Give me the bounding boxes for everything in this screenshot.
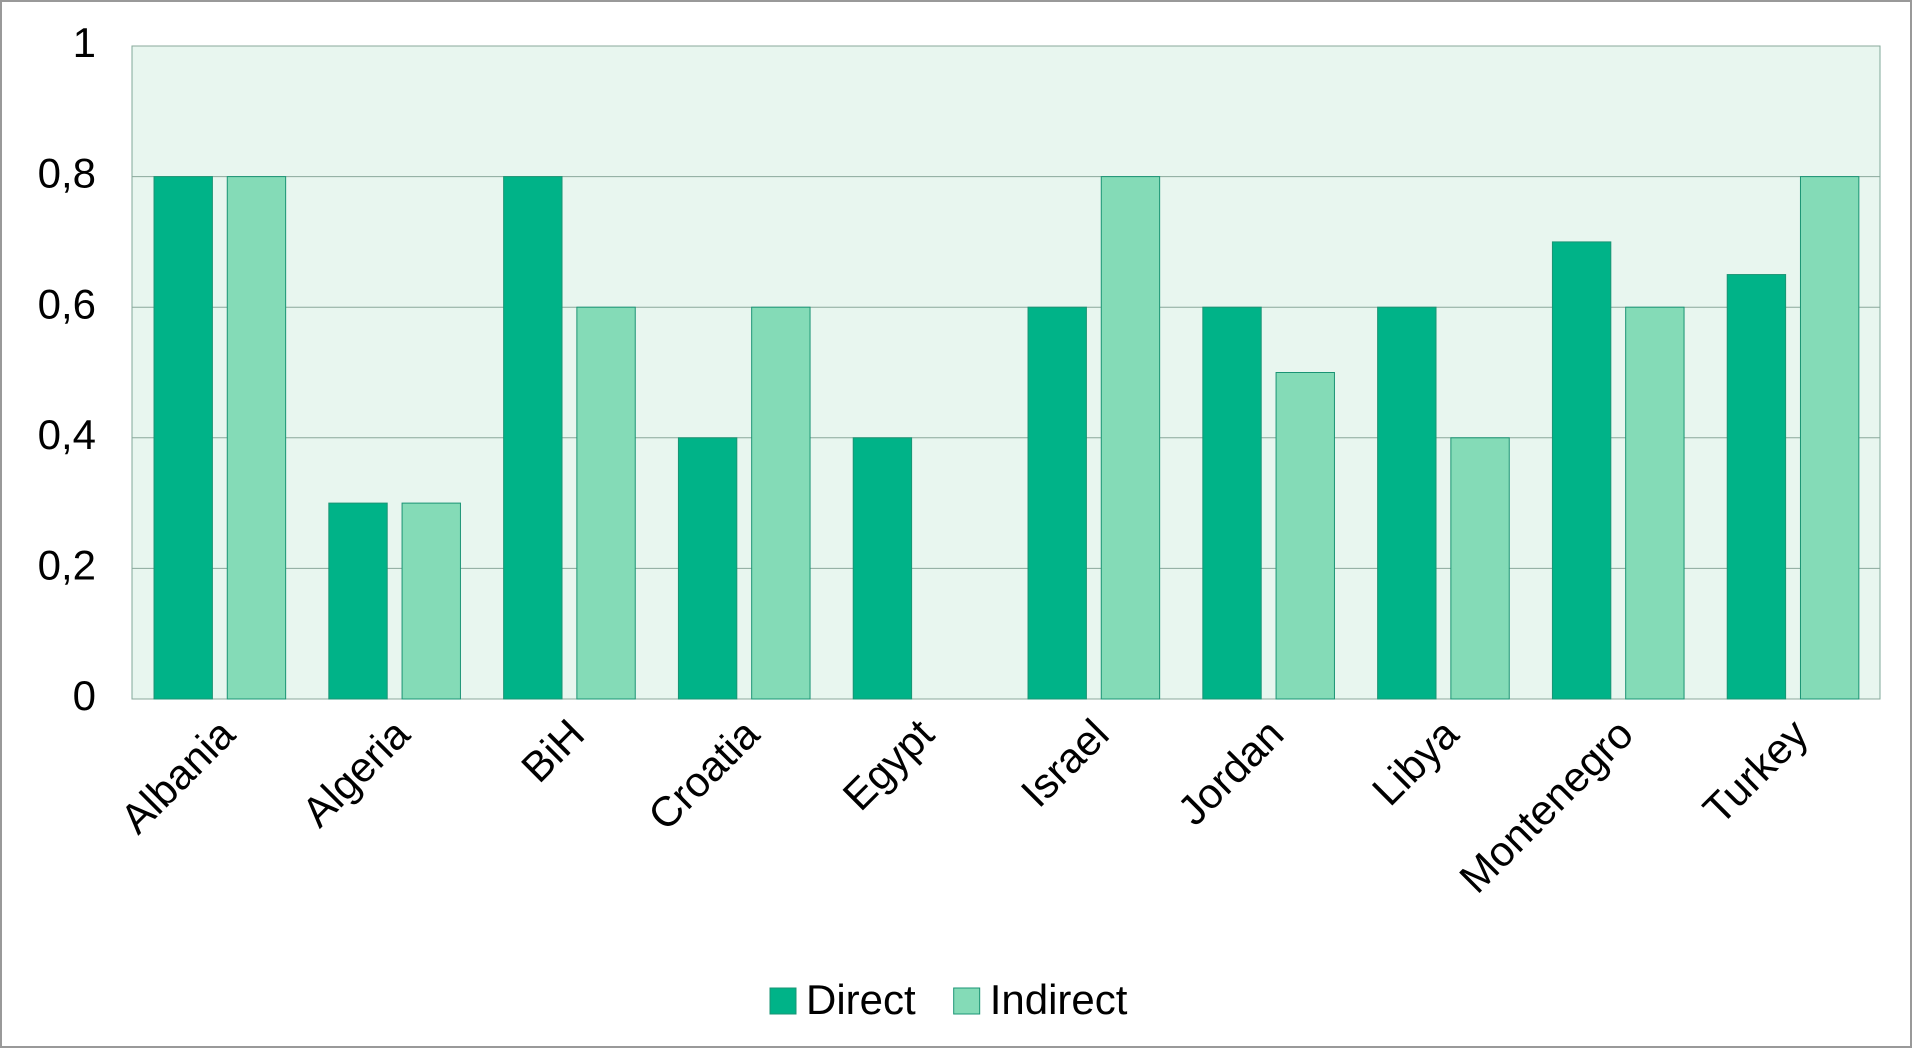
bar [328, 502, 388, 700]
bar [153, 176, 213, 700]
bar [226, 176, 287, 700]
bar [1726, 274, 1787, 700]
bar [1377, 306, 1437, 700]
y-tick-label: 0,2 [38, 541, 96, 588]
y-tick-label: 1 [73, 19, 96, 66]
bar [1450, 437, 1510, 700]
bar [1799, 176, 1860, 700]
bar [1100, 176, 1161, 700]
y-tick-label: 0,8 [38, 150, 96, 197]
bar [401, 502, 461, 700]
bar [751, 306, 811, 700]
bar [1027, 306, 1087, 700]
legend-swatch [953, 987, 981, 1015]
y-tick-label: 0 [73, 672, 96, 719]
y-tick-label: 0,6 [38, 280, 96, 327]
bar [852, 437, 913, 700]
bar [1551, 241, 1612, 700]
plot-area [131, 45, 1881, 700]
bar [677, 437, 738, 700]
bar [1625, 306, 1685, 700]
bar [1275, 372, 1335, 700]
legend-label: Indirect [990, 976, 1128, 1023]
bar [503, 176, 563, 700]
legend-swatch [769, 987, 797, 1015]
legend-label: Direct [806, 976, 916, 1023]
bar [576, 306, 636, 700]
y-tick-label: 0,4 [38, 411, 96, 458]
bar [1202, 306, 1262, 700]
